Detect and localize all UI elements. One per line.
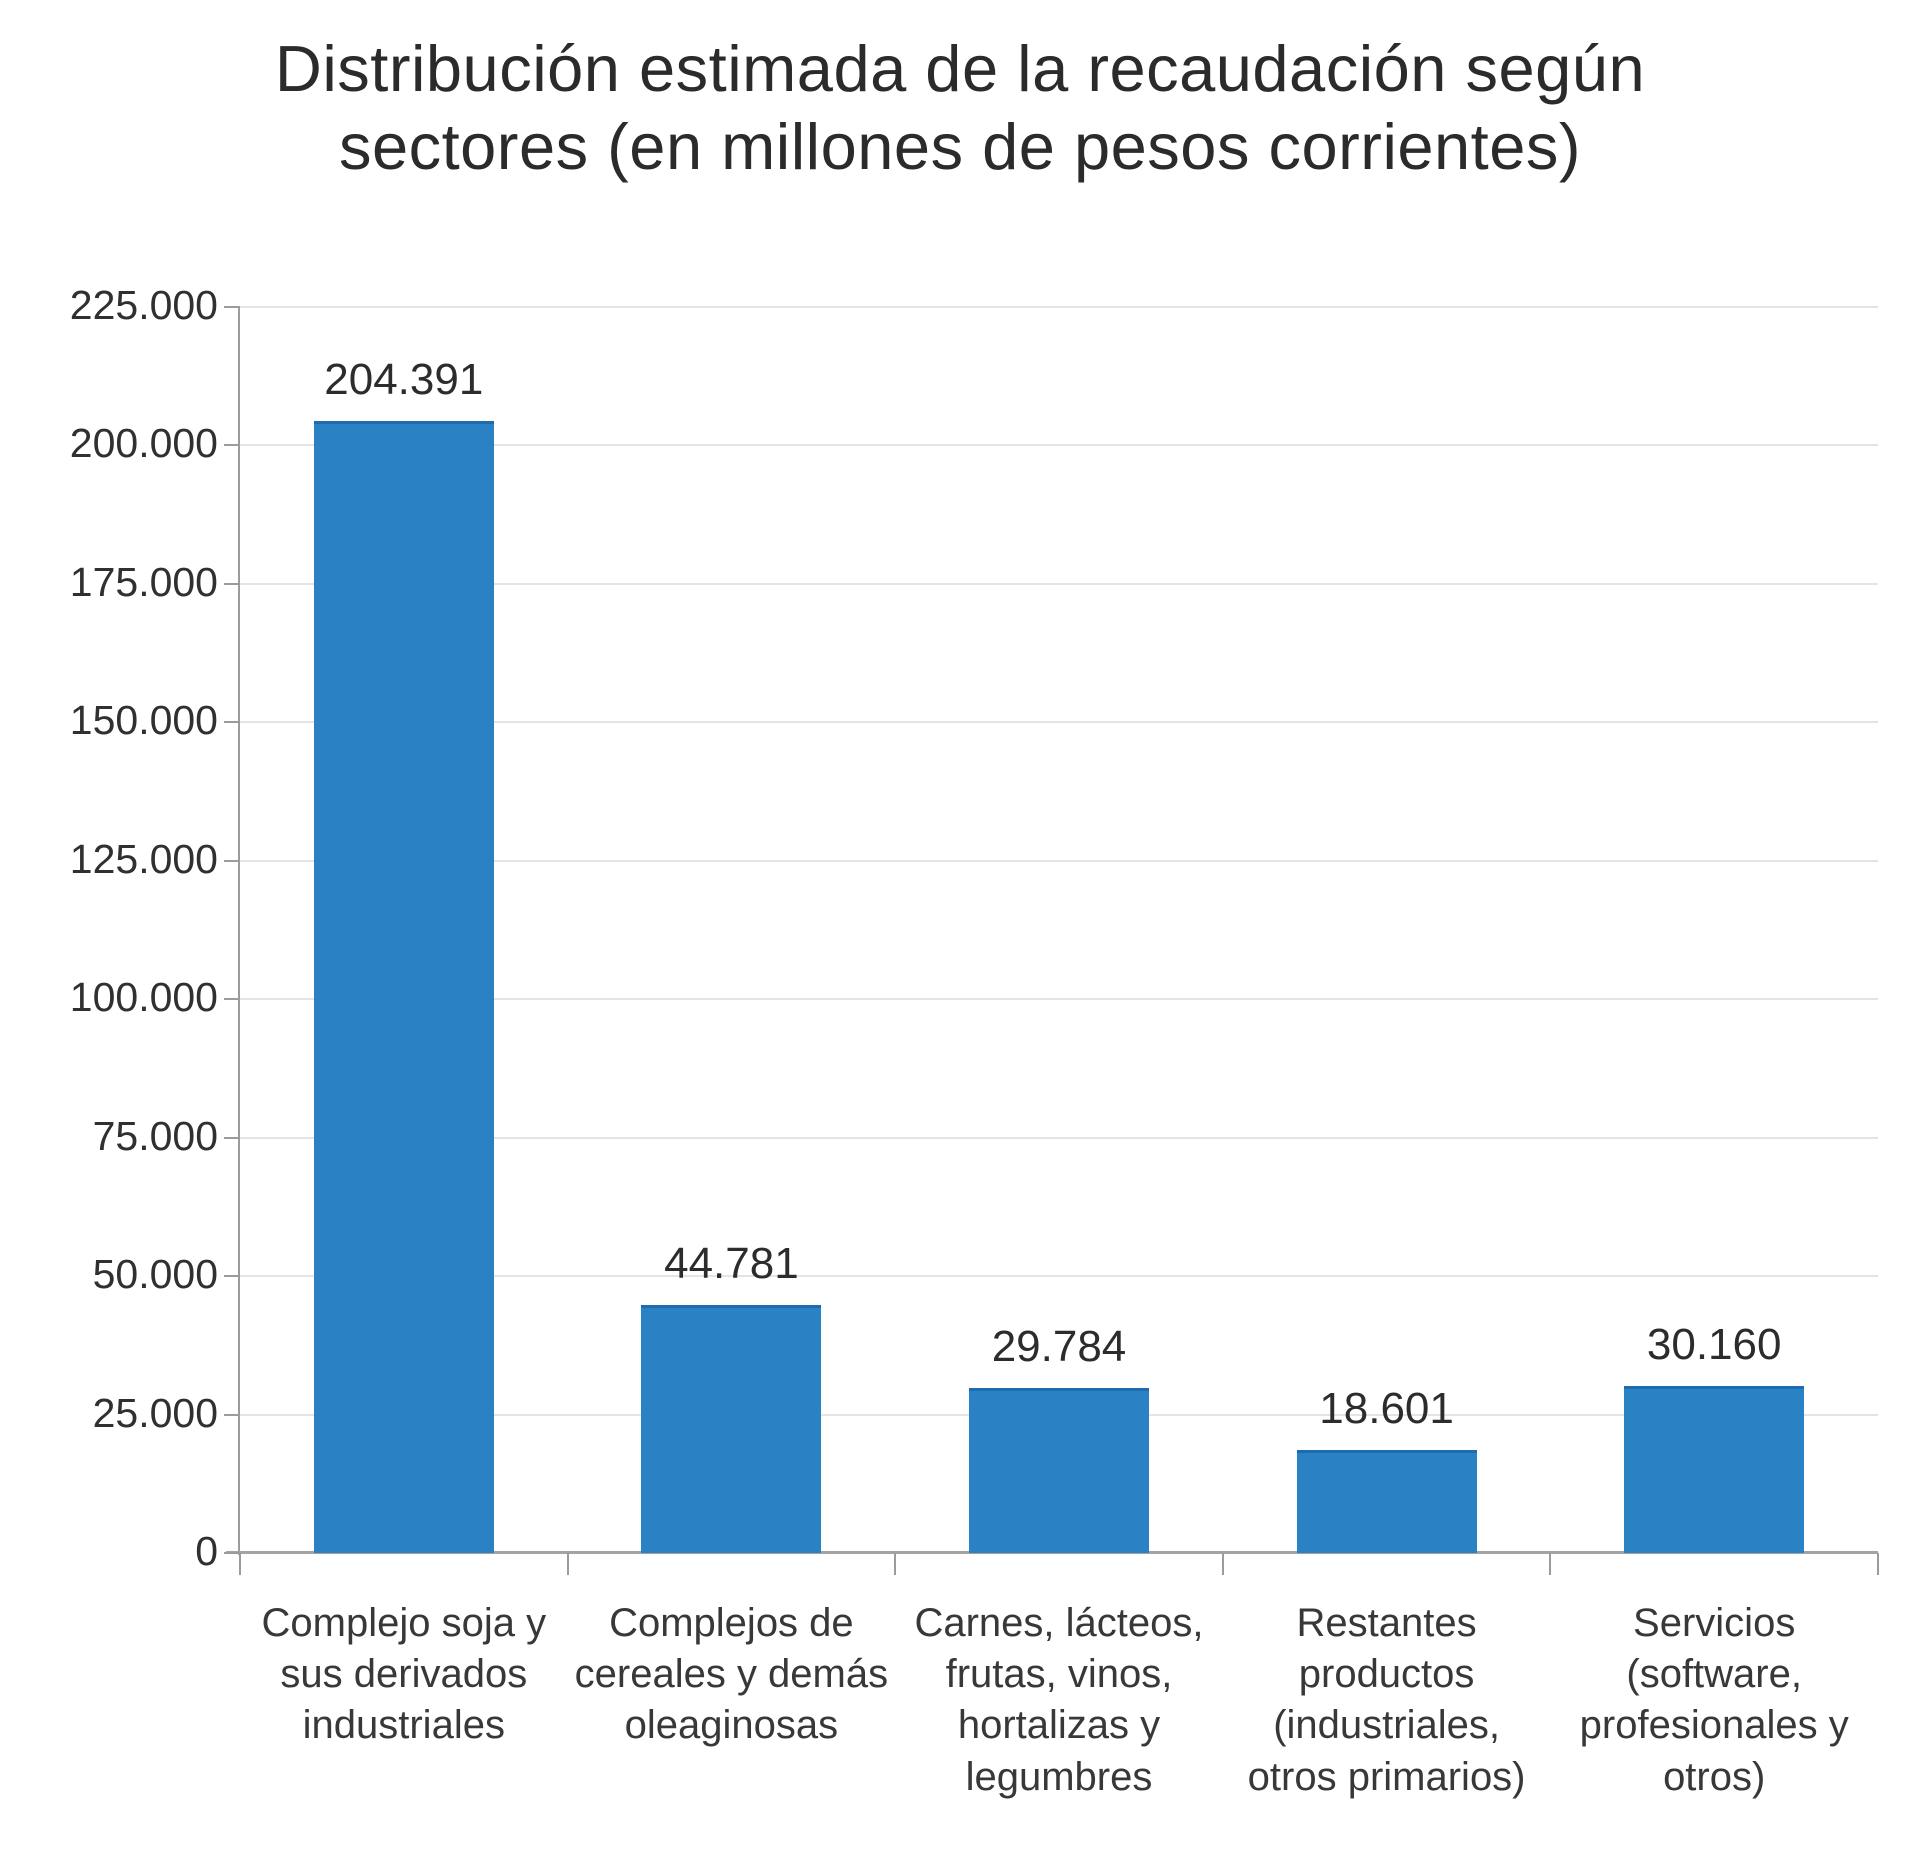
category-label: Restantes productos (industriales, otros… [1247, 1601, 1526, 1799]
bar-value-label: 30.160 [1646, 1319, 1782, 1369]
x-tick-mark [239, 1553, 241, 1575]
y-tick-mark [224, 859, 240, 862]
gridline [240, 306, 1878, 308]
bar [969, 1388, 1149, 1553]
y-tick-label: 0 [195, 1528, 218, 1574]
y-tick-label: 100.000 [69, 974, 218, 1021]
bar-value-label: 29.784 [991, 1322, 1127, 1372]
y-tick-label: 50.000 [92, 1251, 218, 1298]
y-tick-mark [224, 1413, 240, 1416]
y-tick-label: 225.000 [69, 282, 218, 328]
category-label: Complejos de cereales y demás oleaginosa… [574, 1601, 889, 1748]
gridline [240, 721, 1878, 724]
y-tick-mark [224, 1552, 240, 1554]
bar [1296, 1450, 1477, 1553]
y-tick-label: 175.000 [69, 558, 218, 605]
plot-area: 204.391 44.781 29.784 18.601 30.160 [226, 306, 1878, 1555]
x-tick-mark [1221, 1553, 1224, 1575]
gridline [240, 859, 1878, 862]
category-label: Servicios (software, profesionales y otr… [1579, 1601, 1849, 1799]
bar [641, 1305, 822, 1553]
gridline [240, 1275, 1878, 1278]
gridline [240, 582, 1878, 585]
y-tick-mark [224, 306, 240, 308]
gridline [240, 998, 1878, 1001]
y-tick-label: 75.000 [92, 1112, 218, 1159]
bar [1624, 1385, 1805, 1553]
y-tick-mark [224, 998, 240, 1001]
x-tick-mark [1877, 1553, 1879, 1575]
y-tick-label: 25.000 [92, 1389, 218, 1436]
gridline [240, 444, 1878, 447]
x-tick-mark [1549, 1553, 1552, 1575]
x-tick-mark [566, 1553, 569, 1575]
y-tick-mark [224, 582, 240, 585]
y-tick-mark [224, 1136, 240, 1139]
y-tick-label: 200.000 [69, 420, 218, 467]
y-tick-mark [224, 444, 240, 447]
y-axis-line [238, 307, 240, 1555]
bar [313, 421, 494, 1553]
category-label: Carnes, lácteos, frutas, vinos, hortaliz… [914, 1601, 1204, 1799]
y-tick-mark [224, 721, 240, 724]
bar-value-label: 204.391 [324, 355, 484, 405]
y-tick-mark [224, 1275, 240, 1278]
chart-title: Distribución estimada de la recaudación … [274, 32, 1646, 183]
category-label: Complejo soja y sus derivados industrial… [261, 1601, 547, 1748]
bar-value-label: 18.601 [1319, 1384, 1454, 1433]
bar-value-label: 44.781 [664, 1239, 799, 1289]
gridline [240, 1136, 1878, 1139]
y-tick-label: 125.000 [69, 835, 218, 882]
y-tick-label: 150.000 [69, 697, 218, 744]
x-tick-mark [894, 1553, 897, 1575]
